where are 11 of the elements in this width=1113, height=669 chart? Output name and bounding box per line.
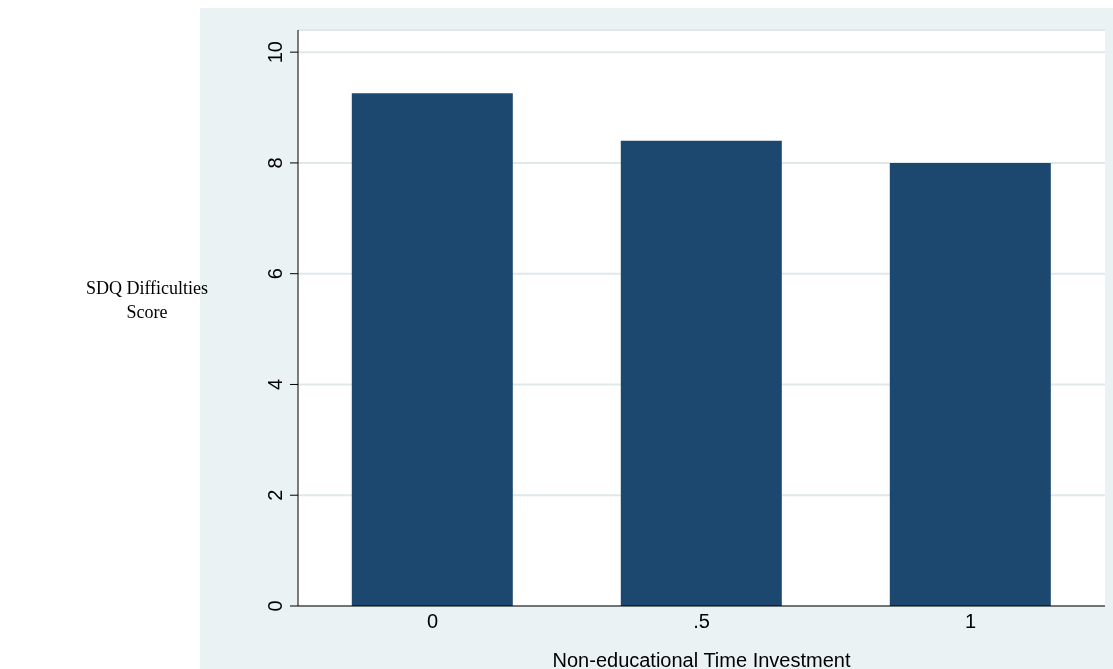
y-tick-label: 6 <box>264 268 286 280</box>
y-tick-label: 4 <box>264 378 286 391</box>
y-axis-title: SDQ Difficulties Score <box>84 277 210 324</box>
y-tick-label: 2 <box>264 489 286 501</box>
x-tick-label: .5 <box>693 610 710 633</box>
x-tick-label: 0 <box>426 610 439 633</box>
x-tick-label: 1 <box>964 610 977 633</box>
y-tick-label: 0 <box>264 600 286 612</box>
y-tick-label: 8 <box>264 157 286 169</box>
y-tick-label: 10 <box>264 41 286 64</box>
x-axis-title: Non-educational Time Investment <box>552 649 851 669</box>
